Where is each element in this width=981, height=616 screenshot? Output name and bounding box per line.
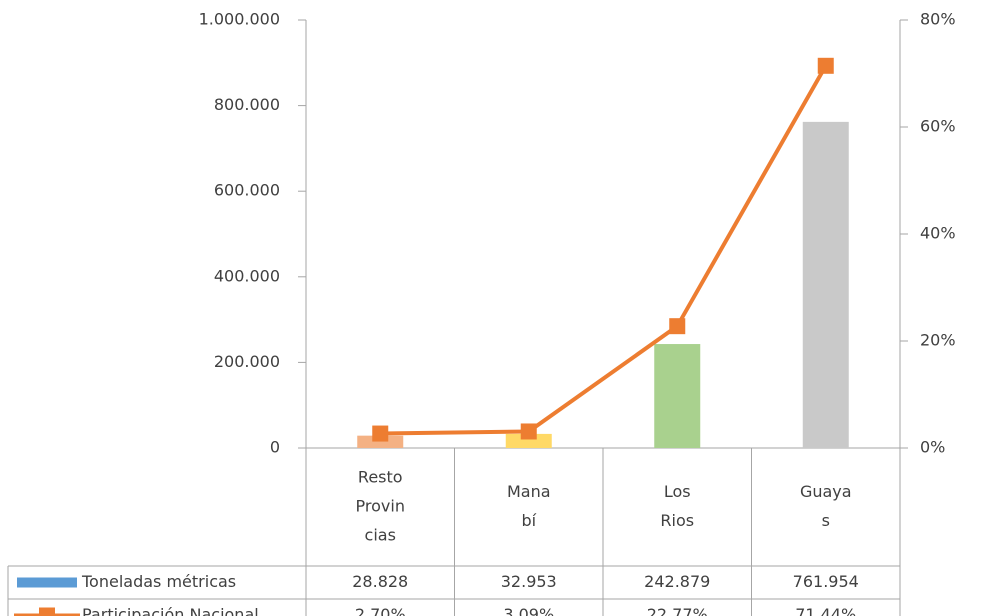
y2-tick-label: 20% [920, 331, 956, 350]
category-label: s [822, 511, 830, 530]
table-value: 71,44% [795, 605, 856, 616]
marker [520, 423, 537, 440]
legend-label: Participación Nacional [82, 605, 259, 616]
y-tick-label: 600.000 [214, 181, 280, 200]
bar [654, 344, 701, 448]
y-tick-label: 1.000.000 [199, 10, 280, 29]
bar [505, 433, 552, 448]
legend-swatch [17, 577, 77, 588]
y-tick-label: 0 [270, 438, 280, 457]
line [380, 64, 828, 436]
category-label: cias [365, 526, 396, 545]
legend-label: Toneladas métricas [81, 572, 236, 591]
category-label: Provin [356, 497, 405, 516]
table-value: 242.879 [644, 572, 710, 591]
y-tick-label: 200.000 [214, 352, 280, 371]
y2-tick-label: 80% [920, 10, 956, 29]
marker [372, 425, 389, 442]
table-value: 2,70% [355, 605, 406, 616]
marker [669, 318, 686, 335]
category-label: Rios [660, 511, 694, 530]
y2-tick-label: 40% [920, 224, 956, 243]
y-tick-label: 400.000 [214, 266, 280, 285]
category-label: Guaya [800, 482, 852, 501]
bar [357, 435, 404, 448]
table-value: 22,77% [647, 605, 708, 616]
table-value: 3,09% [503, 605, 554, 616]
marker [817, 57, 834, 74]
table-value: 761.954 [793, 572, 859, 591]
y2-tick-label: 0% [920, 438, 945, 457]
y2-tick-label: 60% [920, 117, 956, 136]
legend-marker [39, 607, 55, 616]
category-label: Los [664, 482, 691, 501]
table-value: 32.953 [501, 572, 557, 591]
bar [802, 121, 849, 448]
y-tick-label: 800.000 [214, 95, 280, 114]
category-label: Mana [507, 482, 551, 501]
category-label: bí [521, 511, 536, 530]
table-value: 28.828 [352, 572, 408, 591]
category-label: Resto [358, 468, 403, 487]
